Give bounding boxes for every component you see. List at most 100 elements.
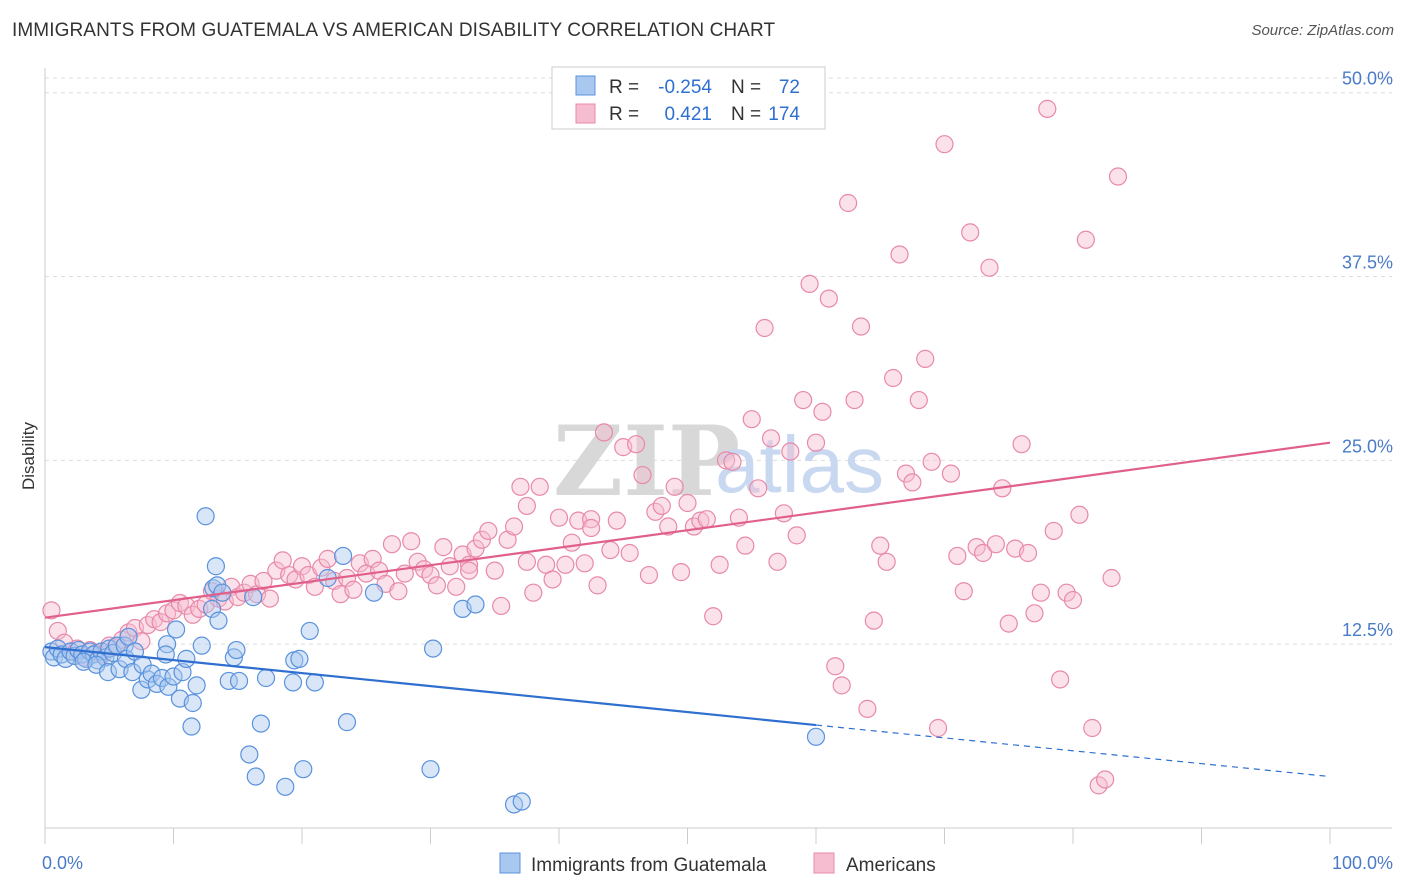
- americans-points: [42, 99, 1128, 795]
- y-tick-label: 50.0%: [1342, 69, 1393, 89]
- guatemala-point: [466, 595, 485, 614]
- americans-point: [42, 601, 61, 620]
- americans-point: [716, 451, 736, 470]
- americans-point: [504, 517, 524, 536]
- legend-n-label-1: N =: [731, 77, 761, 98]
- americans-point: [941, 464, 961, 483]
- guatemala-point: [187, 676, 206, 695]
- americans-point: [736, 536, 755, 555]
- americans-point: [935, 135, 954, 154]
- americans-point: [1063, 590, 1083, 610]
- bottom-legend-label-guatemala: Immigrants from Guatemala: [531, 855, 767, 876]
- x-tick-label-min: 0.0%: [42, 853, 83, 873]
- americans-point: [903, 473, 922, 492]
- americans-point: [671, 563, 691, 582]
- americans-point: [492, 596, 511, 616]
- guatemala-point: [177, 649, 196, 668]
- americans-point: [832, 676, 851, 695]
- americans-point: [774, 504, 793, 523]
- americans-point: [588, 576, 607, 595]
- americans-point: [421, 565, 440, 585]
- americans-point: [928, 718, 948, 738]
- x-tick-label-max: 100.0%: [1332, 853, 1393, 873]
- americans-point: [459, 561, 479, 580]
- americans-point: [768, 552, 787, 571]
- y-tick-label: 25.0%: [1342, 436, 1393, 456]
- americans-point: [601, 540, 620, 560]
- y-tick-label: 12.5%: [1342, 620, 1393, 640]
- americans-point: [806, 433, 826, 452]
- guatemala-points: [42, 507, 826, 814]
- y-tick-labels: 12.5% 25.0% 37.5% 50.0%: [1342, 69, 1393, 640]
- americans-point: [851, 317, 871, 336]
- americans-point: [639, 565, 659, 585]
- guatemala-point: [227, 640, 246, 660]
- guatemala-point: [364, 583, 384, 602]
- americans-point: [1096, 770, 1115, 789]
- guatemala-point: [276, 777, 295, 796]
- americans-point: [633, 465, 652, 485]
- guatemala-point: [305, 673, 324, 692]
- americans-point: [839, 193, 858, 213]
- americans-point: [1102, 568, 1121, 588]
- americans-point: [402, 532, 421, 551]
- guatemala-point: [423, 639, 443, 658]
- guatemala-point: [142, 664, 161, 683]
- americans-point: [582, 518, 601, 538]
- guatemala-point: [421, 760, 440, 779]
- americans-point: [813, 402, 832, 421]
- americans-point: [1108, 167, 1128, 186]
- americans-point: [864, 611, 883, 630]
- americans-point: [704, 607, 723, 626]
- legend-r-value-1: -0.254: [658, 77, 712, 98]
- guatemala-point: [337, 713, 357, 732]
- guatemala-trend-line: [44, 646, 817, 727]
- guatemala-point: [192, 636, 211, 655]
- guatemala-point: [229, 671, 249, 691]
- americans-trend-line: [44, 441, 1331, 619]
- americans-point: [659, 517, 678, 536]
- legend-n-label-2: N =: [731, 104, 761, 125]
- guatemala-point: [196, 507, 215, 526]
- americans-point: [916, 349, 935, 368]
- americans-point: [749, 479, 768, 498]
- guatemala-point: [182, 717, 201, 736]
- americans-point: [549, 508, 569, 527]
- guatemala-point: [166, 620, 186, 639]
- americans-point: [909, 390, 928, 410]
- guatemala-point: [294, 760, 313, 779]
- y-tick-label: 37.5%: [1342, 253, 1393, 273]
- americans-point: [517, 552, 536, 571]
- guatemala-point: [251, 714, 270, 733]
- bottom-legend-swatch-americans: [813, 852, 835, 874]
- americans-point: [543, 570, 562, 589]
- guatemala-point: [159, 677, 178, 696]
- americans-point: [485, 561, 504, 580]
- americans-point: [427, 576, 447, 595]
- americans-point: [1018, 543, 1038, 563]
- americans-point: [1012, 435, 1031, 454]
- americans-point: [511, 477, 530, 496]
- americans-point: [1038, 99, 1057, 118]
- americans-point: [389, 582, 408, 601]
- americans-point: [479, 521, 498, 541]
- bottom-legend-swatch-guatemala: [499, 852, 521, 874]
- legend-r-label-1: R =: [609, 77, 639, 98]
- americans-point: [845, 390, 864, 410]
- americans-point: [678, 493, 697, 513]
- americans-point: [562, 533, 581, 552]
- legend-box: [551, 66, 826, 130]
- americans-point: [1070, 505, 1089, 524]
- watermark: ZIP atlas: [553, 405, 884, 518]
- trend-lines: [44, 441, 1331, 778]
- americans-point: [794, 390, 813, 410]
- americans-point: [787, 526, 806, 545]
- americans-point: [883, 368, 903, 388]
- watermark-zip-text: ZIP: [553, 405, 740, 518]
- americans-point: [575, 554, 594, 573]
- americans-point: [826, 657, 845, 676]
- americans-point: [665, 477, 684, 496]
- americans-point: [344, 580, 363, 599]
- legend-n-value-1: 72: [779, 77, 800, 98]
